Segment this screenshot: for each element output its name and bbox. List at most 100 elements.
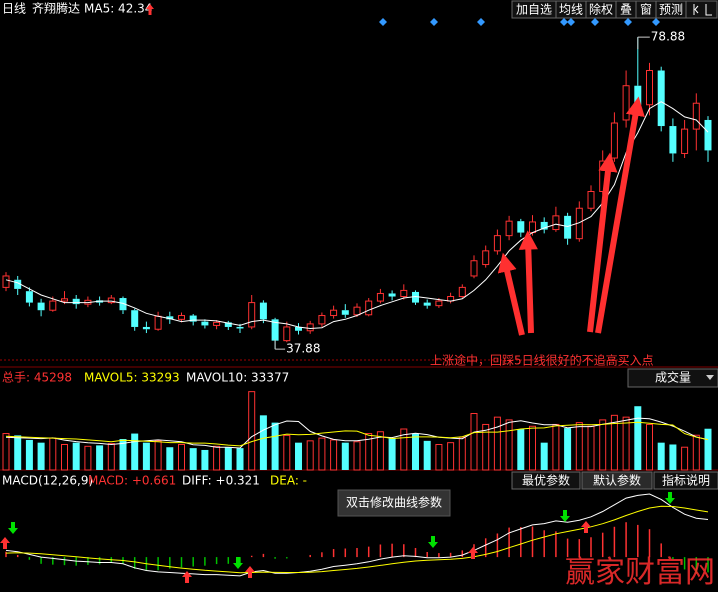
- volume-bar: [271, 422, 279, 470]
- macd-button[interactable]: [653, 471, 718, 490]
- candle-body: [435, 300, 443, 307]
- candle-body: [178, 315, 185, 320]
- volume-bar: [353, 441, 361, 471]
- volume-bar: [622, 416, 630, 471]
- volume-label: 总手: 45298: [2, 371, 72, 385]
- volume-bar: [84, 445, 92, 471]
- candle-body: [154, 315, 162, 330]
- candle-body: [107, 297, 115, 304]
- volume-bar: [295, 442, 302, 470]
- volume-bar: [14, 435, 22, 470]
- candle-body: [634, 85, 642, 105]
- candle-body: [412, 291, 419, 303]
- candle-body: [540, 221, 548, 230]
- candle-body: [610, 122, 618, 159]
- volume-bar: [704, 428, 712, 470]
- volume-header: 总手: 45298 MAVOL5: 33293 MAVOL10: 33377: [2, 371, 289, 385]
- tooltip-text: 双击修改曲线参数: [346, 495, 442, 510]
- ma-label: MA5: 42.34: [84, 2, 152, 16]
- toolbar: 加自选 均线 除权叠窗预测: [511, 0, 718, 19]
- volume-bar: [248, 391, 256, 471]
- macd-panel: [5, 493, 709, 577]
- candle-body: [341, 310, 349, 315]
- toolbar-button[interactable]: [685, 0, 718, 19]
- macd-button-label: 最优参数: [522, 473, 570, 488]
- candle-body: [458, 286, 466, 298]
- volume-label: MAVOL5: 33293: [84, 371, 180, 385]
- low-pointer: [274, 339, 286, 350]
- volume-bar: [505, 419, 513, 471]
- toolbar-label: 均线: [559, 3, 583, 17]
- candle-body: [517, 221, 525, 233]
- candle-body: [14, 279, 22, 289]
- toolbar-label: 窗: [640, 3, 652, 17]
- volume-bar: [599, 419, 607, 471]
- macd-label: MACD(12,26,9): [2, 474, 93, 488]
- high-label: 78.88: [651, 30, 685, 44]
- toolbar-label: 加自选: [516, 3, 552, 17]
- toolbar-label: 除权: [589, 2, 613, 17]
- candle-body: [236, 326, 244, 329]
- candle-body: [669, 126, 677, 154]
- dea-line: [5, 505, 709, 574]
- volume-bar: [634, 406, 642, 470]
- volume-bar: [646, 423, 653, 471]
- signal-diamonds: [379, 18, 660, 26]
- volume-bar: [482, 423, 490, 471]
- watermark: 赢家财富网: [565, 555, 715, 590]
- candle-body: [681, 128, 689, 154]
- volume-bar: [552, 423, 560, 471]
- candle-body: [470, 260, 478, 277]
- macd-label: MACD: +0.661: [88, 474, 176, 488]
- volume-bar: [166, 447, 174, 470]
- dropdown-icon: [706, 375, 714, 380]
- macd-button-label: 指标说明: [662, 473, 710, 488]
- candle-body: [119, 298, 127, 311]
- macd-button[interactable]: [511, 471, 581, 490]
- volume-bar: [318, 437, 326, 471]
- candle-body: [482, 250, 490, 266]
- indicator-select[interactable]: [627, 368, 718, 388]
- candle-body: [423, 302, 431, 306]
- volume-bar: [236, 448, 244, 470]
- indicator-name: 成交量: [655, 370, 691, 385]
- volume-bar: [458, 436, 466, 471]
- volume-bar: [388, 438, 396, 470]
- candle-body: [295, 326, 302, 331]
- candle-body: [166, 316, 174, 320]
- volume-bar: [564, 428, 572, 470]
- volume-bar: [213, 445, 221, 471]
- candle-body: [201, 321, 209, 326]
- volume-bar: [61, 443, 68, 471]
- candle-body: [365, 300, 373, 316]
- up-arrow: [146, 4, 154, 15]
- candle-body: [353, 306, 361, 316]
- macd-button[interactable]: [581, 471, 653, 490]
- candle-body: [330, 309, 338, 317]
- price-panel: 78.88 37.88: [2, 30, 712, 356]
- candle-body: [283, 326, 291, 342]
- volume-bar: [376, 431, 384, 471]
- annotation-arrows: [497, 96, 645, 336]
- volume-bar: [470, 413, 478, 471]
- mavol10-line: [5, 421, 709, 447]
- volume-bar: [517, 429, 525, 470]
- volume-bar: [96, 445, 104, 470]
- volume-bar: [49, 437, 57, 471]
- candle-body: [657, 70, 665, 127]
- volume-bar: [178, 443, 185, 471]
- volume-bar: [306, 440, 314, 471]
- tooltip: [337, 489, 451, 517]
- high-pointer: [637, 36, 650, 50]
- candle-body: [318, 315, 326, 325]
- volume-bar: [400, 428, 408, 471]
- volume-bar: [154, 440, 162, 471]
- toolbar-icon: [693, 4, 712, 16]
- candle-body: [529, 221, 536, 234]
- volume-bar: [189, 448, 197, 470]
- volume-bar: [224, 447, 232, 470]
- volume-bar: [412, 433, 419, 470]
- candle-body: [213, 321, 221, 326]
- volume-panel: [2, 391, 712, 471]
